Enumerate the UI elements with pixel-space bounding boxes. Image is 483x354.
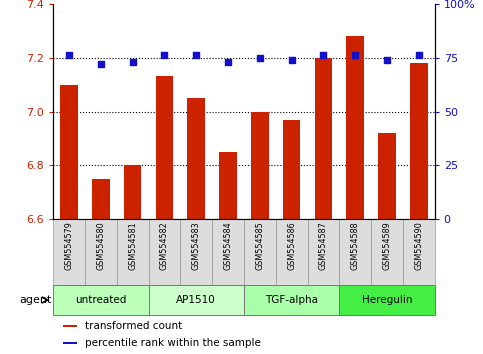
Bar	[53, 219, 85, 285]
Bar	[156, 76, 173, 219]
Text: percentile rank within the sample: percentile rank within the sample	[85, 338, 260, 348]
Bar	[180, 219, 212, 285]
Text: GSM554590: GSM554590	[414, 222, 423, 270]
Point	[224, 59, 232, 65]
Text: GSM554583: GSM554583	[192, 222, 201, 270]
Bar	[244, 285, 339, 315]
Point	[415, 52, 423, 58]
Bar	[308, 219, 339, 285]
Bar	[53, 285, 149, 315]
Bar	[85, 219, 117, 285]
Point	[383, 57, 391, 63]
Text: GSM554586: GSM554586	[287, 222, 296, 270]
Bar	[339, 285, 435, 315]
Text: agent: agent	[19, 295, 52, 305]
Bar	[187, 98, 205, 219]
Bar	[283, 120, 300, 219]
Bar	[378, 133, 396, 219]
Bar	[410, 63, 427, 219]
Point	[320, 52, 327, 58]
Point	[192, 52, 200, 58]
Point	[97, 61, 105, 67]
Bar	[92, 179, 110, 219]
Bar	[149, 285, 244, 315]
Bar	[276, 219, 308, 285]
Bar	[244, 219, 276, 285]
Text: AP1510: AP1510	[176, 295, 216, 305]
Bar	[124, 166, 142, 219]
Text: GSM554581: GSM554581	[128, 222, 137, 270]
Point	[351, 52, 359, 58]
Text: transformed count: transformed count	[85, 321, 182, 331]
Bar	[212, 219, 244, 285]
Bar	[219, 152, 237, 219]
Bar	[371, 219, 403, 285]
Text: Heregulin: Heregulin	[362, 295, 412, 305]
Bar	[63, 342, 77, 344]
Bar	[403, 219, 435, 285]
Point	[160, 52, 168, 58]
Text: GSM554589: GSM554589	[383, 222, 392, 270]
Bar	[339, 219, 371, 285]
Bar	[63, 325, 77, 327]
Point	[288, 57, 296, 63]
Bar	[314, 58, 332, 219]
Text: GSM554587: GSM554587	[319, 222, 328, 270]
Bar	[251, 112, 269, 219]
Text: GDS4361 / 8137474: GDS4361 / 8137474	[84, 0, 224, 1]
Text: GSM554580: GSM554580	[96, 222, 105, 270]
Text: GSM554579: GSM554579	[65, 222, 73, 270]
Text: GSM554582: GSM554582	[160, 222, 169, 270]
Bar	[117, 219, 149, 285]
Point	[65, 52, 73, 58]
Text: GSM554584: GSM554584	[224, 222, 232, 270]
Text: TGF-alpha: TGF-alpha	[265, 295, 318, 305]
Point	[129, 59, 137, 65]
Bar	[60, 85, 78, 219]
Text: untreated: untreated	[75, 295, 127, 305]
Text: GSM554585: GSM554585	[256, 222, 264, 270]
Text: GSM554588: GSM554588	[351, 222, 360, 270]
Point	[256, 55, 264, 60]
Bar	[346, 36, 364, 219]
Bar	[149, 219, 180, 285]
